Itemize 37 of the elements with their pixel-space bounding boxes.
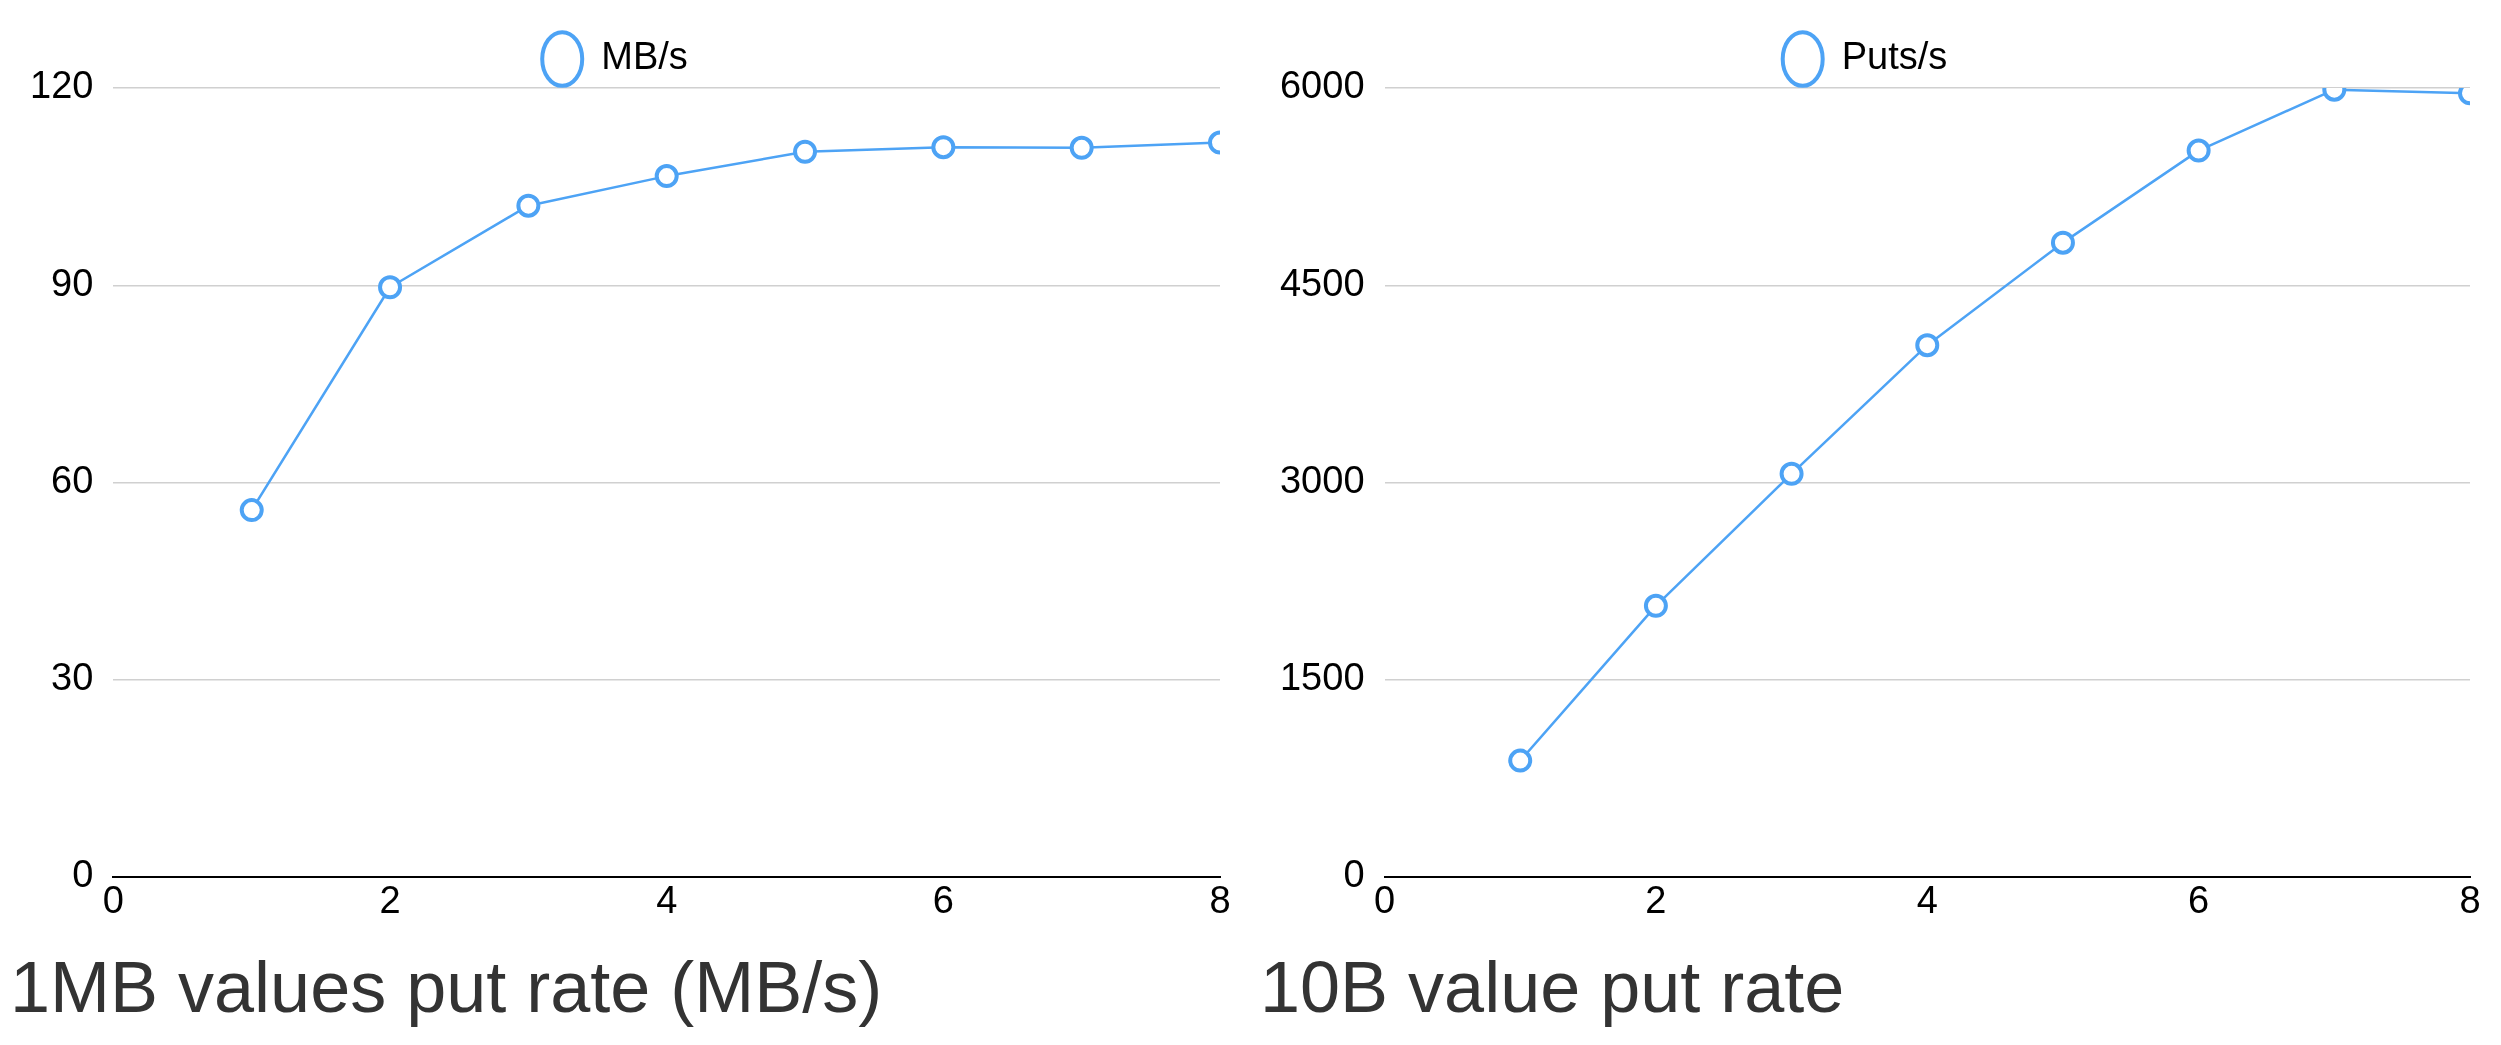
y-tick-label: 6000 — [1279, 64, 1365, 107]
y-tick-label: 1500 — [1279, 656, 1365, 699]
y-tick-label: 3000 — [1279, 458, 1365, 501]
point — [2186, 138, 2211, 163]
point — [239, 498, 264, 523]
text: 1MB values put rate (MB/s) — [10, 946, 883, 1027]
y-tick-label: 0 — [72, 853, 94, 896]
x-tick-label: 6 — [932, 879, 954, 922]
text: 10B value put rate — [1260, 946, 1845, 1027]
point — [931, 135, 956, 160]
x-tick-label: 4 — [1916, 879, 1938, 922]
y-tick-label: 0 — [1343, 853, 1365, 896]
point — [516, 193, 541, 218]
y-tick-label: 30 — [51, 656, 94, 699]
point — [2050, 230, 2075, 255]
point — [1508, 748, 1533, 773]
x-tick-label: 2 — [1645, 879, 1667, 922]
point — [1779, 461, 1804, 486]
x-tick-label: 0 — [1373, 879, 1396, 922]
point — [793, 139, 818, 164]
point — [654, 164, 679, 189]
x-tick-label: 0 — [102, 879, 124, 922]
x-tick-label: 4 — [656, 879, 678, 922]
x-tick-label: 8 — [1209, 879, 1231, 922]
point — [378, 275, 403, 300]
y-tick-label: 90 — [51, 261, 94, 304]
x-tick-label: 6 — [2188, 879, 2210, 922]
legend-label: MB/s — [601, 35, 688, 78]
y-tick-label: 60 — [51, 458, 94, 501]
legend-label: Puts/s — [1841, 35, 1948, 78]
x-tick-label: 2 — [379, 879, 401, 922]
y-tick-label: 4500 — [1279, 261, 1365, 304]
point — [1069, 135, 1094, 160]
point — [1915, 333, 1940, 358]
point — [1643, 593, 1668, 618]
y-tick-label: 120 — [30, 64, 94, 107]
x-tick-label: 8 — [2459, 879, 2481, 922]
